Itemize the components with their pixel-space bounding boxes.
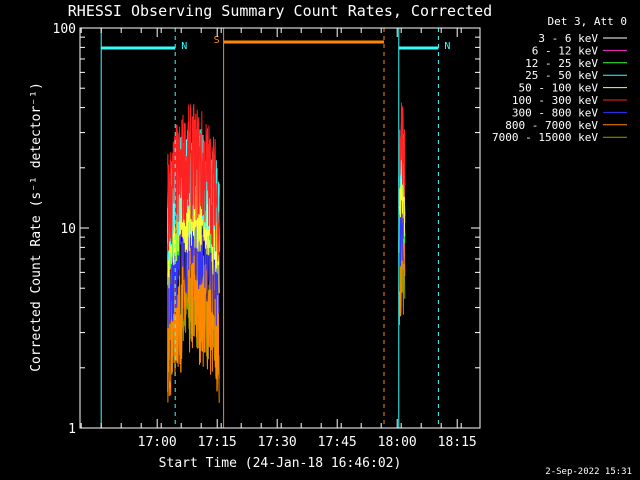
chart-title: RHESSI Observing Summary Count Rates, Co…	[68, 2, 492, 20]
x-tick-label-1: 17:15	[198, 435, 237, 450]
x-axis-label: Start Time (24-Jan-18 16:46:02)	[159, 456, 402, 471]
y-tick-label-1: 10	[60, 222, 76, 237]
y-tick-label-0: 1	[68, 422, 76, 437]
series-line-5-seg2	[398, 102, 406, 207]
saa-label-0: S	[214, 35, 220, 46]
night-label-1: N	[444, 41, 450, 52]
series-line-7-seg1	[167, 226, 220, 403]
x-tick-label-0: 17:00	[138, 435, 177, 450]
y-axis-label: Corrected Count Rate (s⁻¹ detector⁻¹)	[29, 82, 44, 372]
legend-label-6: 300 - 800 keV	[512, 106, 598, 119]
legend-label-8: 7000 - 15000 keV	[492, 131, 598, 144]
legend-title: Det 3, Att 0	[548, 15, 627, 28]
legend-label-0: 3 - 6 keV	[538, 32, 598, 45]
x-tick-label-3: 17:45	[318, 435, 357, 450]
plot-frame	[79, 27, 481, 429]
x-tick-label-2: 17:30	[258, 435, 297, 450]
night-label-0: N	[181, 41, 187, 52]
legend-label-1: 6 - 12 keV	[532, 44, 599, 57]
x-tick-label-4: 18:00	[378, 435, 417, 450]
y-tick-label-2: 100	[53, 22, 76, 37]
legend-label-3: 25 - 50 keV	[525, 69, 598, 82]
footer-timestamp: 2-Sep-2022 15:31	[545, 467, 632, 477]
series-line-5-seg1	[167, 104, 220, 262]
legend-label-4: 50 - 100 keV	[519, 82, 599, 95]
plot-area: N N S 1 10 100 17:00 17:15 17:30 17:45 18:00 18:15	[53, 22, 481, 450]
x-tick-label-5: 18:15	[438, 435, 477, 450]
legend-label-7: 800 - 7000 keV	[505, 119, 598, 132]
legend-label-2: 12 - 25 keV	[525, 57, 598, 70]
legend-label-5: 100 - 300 keV	[512, 94, 598, 107]
